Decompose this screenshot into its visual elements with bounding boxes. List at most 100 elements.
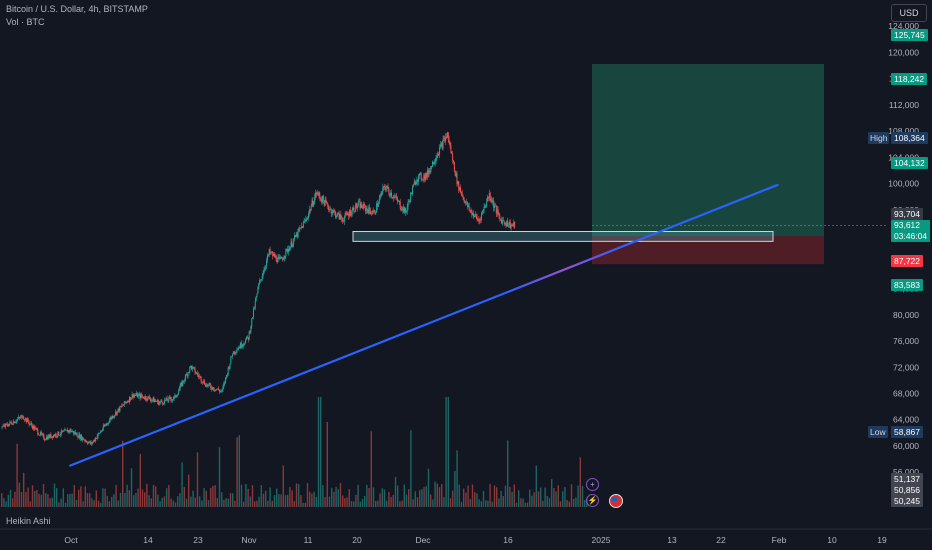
add-plus-icon[interactable]: + [586, 478, 599, 491]
candle-body [233, 351, 235, 354]
us-flag-event-icon[interactable] [609, 494, 623, 508]
volume-legend[interactable]: Vol · BTC [6, 17, 45, 27]
candle-body [170, 397, 172, 400]
volume-bar [533, 492, 535, 507]
volume-bar [443, 497, 445, 507]
low-value: 58,867 [891, 426, 923, 438]
volume-bar [69, 493, 71, 507]
candle-body [54, 434, 56, 437]
volume-bar [170, 498, 172, 507]
candle-body [368, 206, 370, 214]
candle-body [155, 400, 157, 402]
candle-body [312, 200, 314, 206]
volume-bar [355, 494, 357, 507]
candle-body [39, 434, 41, 436]
volume-bar [51, 497, 53, 507]
candle-body [275, 255, 277, 261]
price-axis-tick: 56,000 [893, 467, 919, 477]
volume-bar [80, 486, 82, 507]
candle-body [255, 296, 257, 301]
lightning-icon[interactable]: ⚡ [586, 494, 599, 507]
candle-body [351, 209, 353, 214]
volume-bar [295, 483, 298, 507]
candle-body [219, 390, 221, 392]
candle-body [239, 342, 241, 349]
candle-body [443, 138, 445, 140]
candle-body [481, 211, 483, 214]
candle-body [444, 138, 446, 142]
volume-bar [214, 485, 216, 507]
price-tag-target: 118,242 [891, 73, 928, 85]
candle-body [250, 326, 252, 333]
candle-body [303, 220, 305, 223]
candle-body [279, 257, 281, 259]
volume-bar [496, 487, 498, 507]
candle-body [139, 394, 141, 399]
candle-body [253, 308, 255, 309]
candle-body [22, 415, 24, 419]
volume-bar [465, 492, 467, 507]
candle-body [125, 402, 127, 403]
support-zone [352, 231, 774, 242]
volume-bar [377, 500, 379, 507]
volume-bar [133, 495, 135, 507]
volume-bar [276, 488, 278, 507]
candle-body [352, 207, 354, 210]
price-axis-tick: 80,000 [893, 310, 919, 320]
candle-body [145, 396, 147, 400]
candle-body [454, 170, 456, 176]
volume-bar [441, 483, 443, 507]
candle-body [319, 195, 321, 199]
candle-body [20, 416, 22, 419]
candle-body [200, 376, 202, 382]
candle-body [149, 396, 151, 400]
symbol-legend[interactable]: Bitcoin / U.S. Dollar, 4h, BITSTAMP [6, 4, 148, 14]
candle-body [230, 356, 232, 364]
currency-button[interactable]: USD [891, 4, 927, 22]
volume-bar [520, 498, 522, 507]
candle-body [460, 187, 461, 193]
candle-body [160, 400, 162, 402]
candle-body [58, 431, 60, 436]
volume-bar [36, 489, 38, 507]
candle-body [404, 207, 406, 213]
volume-bar [577, 485, 579, 507]
candle-body [45, 439, 47, 441]
candle-body [146, 399, 148, 401]
candle-body [458, 181, 460, 191]
candle-body [476, 216, 478, 220]
price-axis-tick: 108,000 [888, 126, 919, 136]
candle-body [433, 162, 435, 165]
volume-bar [106, 495, 108, 507]
time-axis-tick: 22 [716, 535, 726, 545]
volume-bar [82, 501, 84, 507]
candle-body [213, 389, 215, 391]
volume-bar [298, 484, 300, 507]
candle-body [97, 433, 99, 437]
volume-bar [137, 488, 139, 507]
volume-bar [480, 501, 482, 507]
volume-bar [25, 492, 27, 507]
candle-body [204, 380, 206, 385]
candle-body [30, 423, 32, 425]
candle-body [369, 206, 371, 211]
candle-body [512, 224, 514, 226]
candle-body [93, 440, 95, 442]
volume-bar [181, 462, 183, 507]
candle-body [107, 423, 109, 425]
candle-body [397, 201, 399, 202]
volume-bar [56, 488, 58, 507]
volume-bar [71, 493, 73, 507]
candle-body [102, 425, 104, 430]
candle-body [39, 432, 41, 435]
volume-bar [535, 465, 537, 507]
volume-bar [537, 491, 540, 507]
candle-body [514, 221, 516, 228]
candle-body [268, 249, 270, 255]
candle-body [336, 213, 338, 216]
candle-body [12, 421, 14, 425]
candle-body [307, 217, 309, 219]
time-axis-tick: 23 [193, 535, 203, 545]
candle-body [422, 179, 424, 181]
